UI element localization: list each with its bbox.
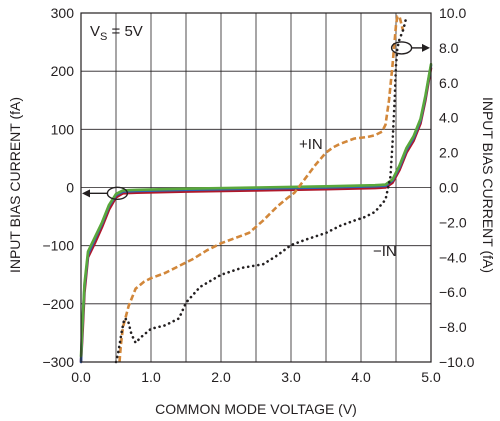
y-right-tick-label: 6.0 xyxy=(439,75,459,91)
x-tick-label: 3.0 xyxy=(281,369,301,385)
right-arrow-icon xyxy=(422,43,430,52)
y-left-axis-title: INPUT BIAS CURRENT (fA) xyxy=(7,97,23,273)
supply-voltage-label: VS = 5V xyxy=(90,23,143,43)
x-tick-label: 0.0 xyxy=(71,369,91,385)
tick-labels: 0.0 1.0 2.0 3.0 4.0 5.0 −300 −200 −100 0 100 200 300… xyxy=(42,5,474,385)
plus-in-label: +IN xyxy=(299,136,323,153)
y-left-tick-label: 100 xyxy=(51,121,75,137)
series-line-left-green xyxy=(79,62,433,358)
y-left-tick-label: 300 xyxy=(51,5,75,21)
plot-frame xyxy=(80,12,432,363)
y-left-tick-label: 200 xyxy=(51,63,75,79)
series-line-minus-in xyxy=(114,15,408,364)
y-right-tick-label: 2.0 xyxy=(439,145,459,161)
left-arrow-icon xyxy=(82,189,90,198)
series-line-plus-in xyxy=(118,15,405,363)
y-right-tick-label: −8.0 xyxy=(439,319,467,335)
x-tick-label: 5.0 xyxy=(421,369,441,385)
y-right-tick-label: −10.0 xyxy=(439,354,475,370)
y-right-tick-label: −6.0 xyxy=(439,284,467,300)
y-left-tick-label: −100 xyxy=(42,238,74,254)
plot-border xyxy=(80,12,432,363)
y-right-tick-label: 8.0 xyxy=(439,40,459,56)
y-right-tick-label: −4.0 xyxy=(439,249,467,265)
x-tick-label: 1.0 xyxy=(141,369,161,385)
x-tick-label: 2.0 xyxy=(211,369,231,385)
y-right-axis-title: INPUT BIAS CURRENT (fA) xyxy=(480,97,496,273)
x-tick-label: 4.0 xyxy=(351,369,371,385)
y-left-tick-label: −300 xyxy=(42,354,74,370)
axis-indicators xyxy=(82,41,430,201)
x-axis-title: COMMON MODE VOLTAGE (V) xyxy=(155,401,357,417)
y-right-tick-label: −2.0 xyxy=(439,214,467,230)
y-left-tick-label: 0 xyxy=(66,180,74,196)
y-left-tick-label: −200 xyxy=(42,296,74,312)
minus-in-label: −IN xyxy=(373,243,397,260)
y-right-tick-label: 0.0 xyxy=(439,180,459,196)
series-layer xyxy=(79,15,433,364)
y-right-tick-label: 10.0 xyxy=(439,5,466,21)
y-right-tick-label: 4.0 xyxy=(439,110,459,126)
